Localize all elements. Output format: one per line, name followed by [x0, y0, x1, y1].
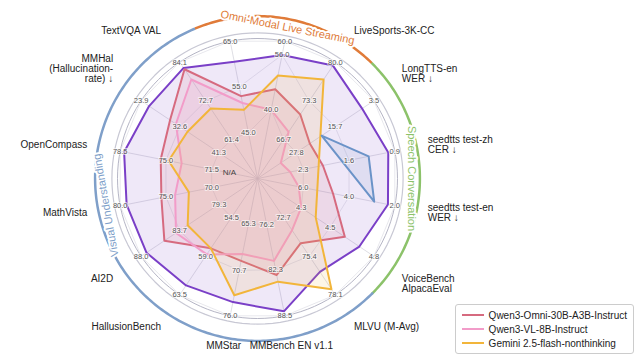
svg-text:79.3: 79.3: [212, 200, 227, 209]
svg-text:TextVQA VAL: TextVQA VAL: [101, 25, 161, 36]
svg-text:63.5: 63.5: [172, 290, 187, 299]
html-text:Gemini 2.5-flash-nonthinking: Gemini 2.5-flash-nonthinking: [488, 337, 616, 349]
svg-text:MLVU (M-Avg): MLVU (M-Avg): [354, 321, 419, 332]
svg-text:54.5: 54.5: [224, 213, 239, 222]
svg-text:23.9: 23.9: [134, 96, 149, 105]
svg-text:76.2: 76.2: [259, 220, 274, 229]
svg-text:66.7: 66.7: [276, 135, 291, 144]
svg-text:AI2D: AI2D: [91, 273, 113, 284]
svg-text:6.0: 6.0: [298, 183, 308, 192]
svg-text:75.0: 75.0: [159, 156, 174, 165]
svg-text:65.0: 65.0: [223, 37, 238, 46]
svg-text:MMStar: MMStar: [206, 340, 242, 351]
svg-text:4.5: 4.5: [325, 223, 335, 232]
svg-text:75.0: 75.0: [159, 192, 174, 201]
svg-text:75.4: 75.4: [302, 252, 317, 261]
svg-text:84.1: 84.1: [172, 57, 187, 66]
svg-text:45.0: 45.0: [241, 128, 256, 137]
svg-text:65.3: 65.3: [241, 219, 256, 228]
svg-text:40.0: 40.0: [264, 105, 279, 114]
svg-text:HallusionBench: HallusionBench: [92, 321, 162, 332]
svg-text:72.7: 72.7: [198, 96, 213, 105]
svg-text:78.5: 78.5: [113, 147, 128, 156]
svg-text:LongTTS-enWER ↓: LongTTS-enWER ↓: [402, 63, 458, 84]
svg-text:seedtts test-enWER ↓: seedtts test-enWER ↓: [428, 202, 494, 223]
svg-text:Omni-Modal Live Streaming: Omni-Modal Live Streaming: [220, 8, 356, 46]
svg-text:4.8: 4.8: [369, 252, 379, 261]
svg-text:MMHal(Hallucination-rate) ↓: MMHal(Hallucination-rate) ↓: [49, 53, 113, 84]
svg-text:1.6: 1.6: [344, 156, 354, 165]
svg-text:15.7: 15.7: [328, 122, 343, 131]
svg-text:70.7: 70.7: [232, 266, 247, 275]
svg-text:82.3: 82.3: [268, 265, 283, 274]
svg-text:55.0: 55.0: [232, 82, 247, 91]
svg-text:4.3: 4.3: [296, 203, 306, 212]
svg-text:LiveSports-3K-CC: LiveSports-3K-CC: [354, 25, 435, 36]
svg-text:83.7: 83.7: [172, 226, 187, 235]
svg-text:61.4: 61.4: [224, 135, 239, 144]
svg-text:2.3: 2.3: [298, 165, 308, 174]
svg-text:41.3: 41.3: [211, 148, 226, 157]
svg-text:78.1: 78.1: [328, 290, 343, 299]
svg-text:0.9: 0.9: [390, 147, 400, 156]
svg-text:Speech Conversation: Speech Conversation: [406, 126, 418, 231]
svg-text:60.0: 60.0: [278, 37, 293, 46]
svg-text:2.0: 2.0: [390, 201, 400, 210]
svg-text:56.0: 56.0: [275, 50, 290, 59]
svg-text:32.6: 32.6: [173, 122, 188, 131]
svg-text:88.0: 88.0: [134, 252, 149, 261]
svg-text:71.5: 71.5: [204, 165, 219, 174]
svg-text:VoiceBenchAlpacaEval: VoiceBenchAlpacaEval: [402, 273, 455, 294]
html-text:Qwen3-Omni-30B-A3B-Instruct: Qwen3-Omni-30B-A3B-Instruct: [488, 309, 627, 321]
svg-text:MathVista: MathVista: [43, 207, 88, 218]
svg-text:72.7: 72.7: [276, 213, 291, 222]
svg-text:80.0: 80.0: [113, 201, 128, 210]
svg-text:OpenCompass: OpenCompass: [21, 139, 88, 150]
svg-text:88.5: 88.5: [278, 311, 293, 320]
svg-text:seedtts test-zhCER ↓: seedtts test-zhCER ↓: [428, 134, 493, 155]
svg-text:Visual Understanding: Visual Understanding: [90, 153, 120, 258]
svg-text:59.0: 59.0: [198, 252, 213, 261]
svg-text:N/A: N/A: [223, 168, 237, 177]
svg-text:4.0: 4.0: [344, 192, 354, 201]
svg-text:76.0: 76.0: [223, 311, 238, 320]
svg-text:27.8: 27.8: [289, 148, 304, 157]
svg-text:MMBench EN v1.1: MMBench EN v1.1: [250, 340, 334, 351]
svg-text:70.0: 70.0: [204, 183, 219, 192]
svg-text:3.5: 3.5: [369, 96, 379, 105]
svg-text:73.3: 73.3: [302, 96, 317, 105]
html-text:Qwen3-VL-8B-Instruct: Qwen3-VL-8B-Instruct: [488, 323, 588, 335]
svg-text:80.0: 80.0: [328, 57, 343, 66]
